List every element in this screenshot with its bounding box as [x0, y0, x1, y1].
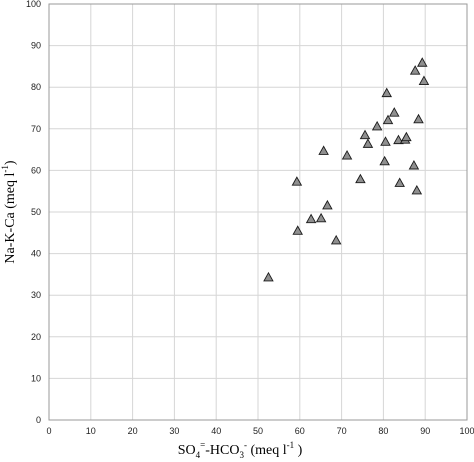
- data-point: [362, 138, 374, 148]
- y-tick-label: 100: [26, 0, 41, 9]
- data-point: [394, 177, 405, 187]
- x-axis-title: SO4=-HCO3- (meq l-1 ): [178, 440, 303, 460]
- data-point: [380, 136, 391, 146]
- data-point: [389, 107, 400, 117]
- x-tick-label: 100: [459, 426, 474, 436]
- y-tick-label: 60: [31, 165, 41, 175]
- y-tick-label: 70: [31, 124, 41, 134]
- data-point: [315, 212, 327, 223]
- x-tick-label: 20: [128, 426, 138, 436]
- y-tick-label: 80: [31, 82, 41, 92]
- y-axis-title: Na-K-Ca (meq l-1): [0, 160, 18, 263]
- data-point: [291, 176, 303, 186]
- y-tick-label: 30: [31, 290, 41, 300]
- plot-frame: [48, 3, 468, 421]
- data-point: [330, 234, 342, 245]
- data-point: [413, 113, 424, 124]
- data-points: [263, 57, 430, 282]
- x-tick-label: 40: [211, 426, 221, 436]
- data-point: [417, 57, 428, 67]
- x-tick-label: 0: [46, 426, 51, 436]
- data-point: [418, 75, 430, 86]
- grid-lines: [49, 4, 467, 420]
- y-tick-label: 40: [31, 249, 41, 259]
- data-point: [408, 159, 420, 170]
- y-tick-label: 0: [36, 415, 41, 425]
- y-tick-label: 90: [31, 41, 41, 51]
- data-point: [292, 225, 303, 235]
- data-point: [341, 149, 353, 160]
- x-tick-label: 90: [420, 426, 430, 436]
- x-tick-label: 70: [337, 426, 347, 436]
- y-tick-label: 20: [31, 332, 41, 342]
- data-point: [371, 120, 383, 131]
- data-point: [355, 173, 366, 184]
- data-point: [305, 213, 317, 224]
- y-tick-label: 50: [31, 207, 41, 217]
- data-point: [393, 134, 404, 145]
- data-point: [318, 145, 329, 155]
- x-tick-label: 60: [295, 426, 305, 436]
- data-point: [381, 87, 393, 98]
- x-tick-label: 50: [253, 426, 263, 436]
- data-point: [379, 155, 390, 166]
- data-point: [359, 129, 371, 140]
- x-tick-label: 10: [86, 426, 96, 436]
- x-tick-label: 30: [169, 426, 179, 436]
- tick-labels: 0 10 20 30 40 50 60 70 80 90 100 0 10 20 30 40 50 60 70 80 9…: [26, 0, 474, 436]
- data-point: [401, 131, 412, 142]
- data-point: [409, 65, 421, 75]
- y-tick-label: 10: [31, 373, 41, 383]
- data-point: [263, 271, 274, 282]
- data-point: [382, 114, 394, 125]
- data-point: [322, 199, 333, 210]
- data-point: [411, 184, 423, 195]
- x-tick-label: 80: [378, 426, 388, 436]
